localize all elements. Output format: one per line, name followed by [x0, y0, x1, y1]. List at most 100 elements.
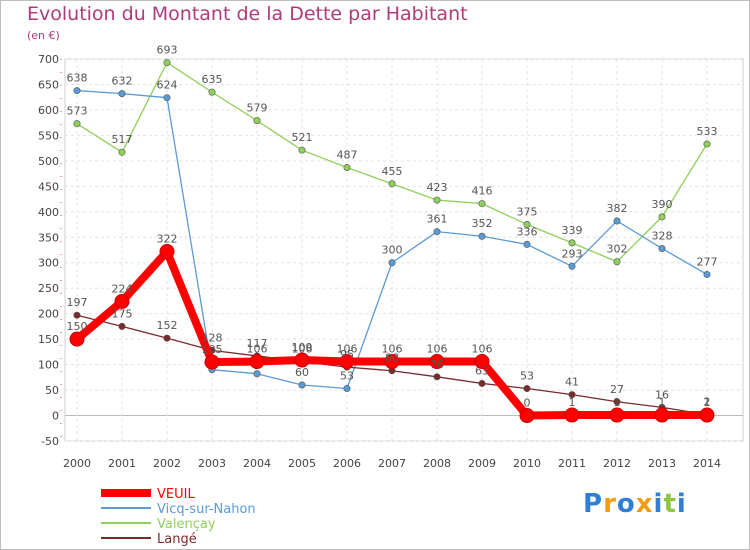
data-label: 693 — [157, 44, 178, 57]
data-label: 336 — [517, 225, 538, 238]
data-label: 1 — [704, 396, 711, 409]
data-label: 88 — [385, 352, 399, 365]
data-label: 1 — [614, 396, 621, 409]
data-label: 106 — [292, 343, 313, 356]
y-tick-label: 150 — [38, 333, 59, 346]
data-label: 375 — [517, 206, 538, 219]
data-label: 328 — [652, 229, 673, 242]
data-label: 302 — [607, 243, 628, 256]
x-tick-label: 2005 — [288, 457, 316, 470]
x-tick-label: 2003 — [198, 457, 226, 470]
data-point — [429, 354, 445, 370]
data-label: 339 — [562, 224, 583, 237]
y-tick-label: 200 — [38, 308, 59, 321]
y-tick-label: 450 — [38, 180, 59, 193]
data-label: 352 — [472, 217, 493, 230]
data-point — [343, 163, 351, 171]
data-point — [613, 398, 621, 406]
data-label: 76 — [430, 358, 444, 371]
data-point — [433, 228, 441, 236]
data-point — [298, 146, 306, 154]
logo-letter: t — [663, 489, 677, 519]
data-point — [114, 293, 130, 309]
data-label: 423 — [427, 181, 448, 194]
data-label: 416 — [472, 185, 493, 198]
y-tick-label: -50 — [41, 435, 59, 448]
x-tick-label: 2013 — [648, 457, 676, 470]
x-tick-label: 2006 — [333, 457, 361, 470]
data-point — [703, 140, 711, 148]
legend-label: Valençay — [157, 517, 216, 532]
x-tick-label: 2009 — [468, 457, 496, 470]
data-point — [568, 262, 576, 270]
data-point — [658, 213, 666, 221]
y-tick-label: 600 — [38, 104, 59, 117]
legend-label: VEUIL — [157, 487, 195, 502]
data-label: 27 — [610, 383, 624, 396]
data-label: 293 — [562, 247, 583, 260]
data-label: 2 — [704, 396, 711, 409]
data-point — [613, 258, 621, 266]
data-point — [163, 94, 171, 102]
data-point — [613, 217, 621, 225]
data-point — [73, 311, 81, 319]
y-tick-label: 350 — [38, 231, 59, 244]
data-label: 579 — [247, 102, 268, 115]
data-point — [73, 120, 81, 128]
data-point — [69, 331, 85, 347]
data-point — [478, 379, 486, 387]
data-point — [478, 200, 486, 208]
data-label: 322 — [157, 233, 178, 246]
data-point — [564, 407, 580, 423]
y-tick-label: 650 — [38, 78, 59, 91]
data-label: 390 — [652, 198, 673, 211]
data-point — [73, 87, 81, 95]
data-point — [654, 407, 670, 423]
data-point — [433, 373, 441, 381]
data-label: 0 — [524, 397, 531, 410]
data-label: 117 — [247, 337, 268, 350]
x-tick-label: 2001 — [108, 457, 136, 470]
data-point — [523, 221, 531, 229]
y-tick-label: 700 — [38, 53, 59, 66]
data-label: 521 — [292, 131, 313, 144]
data-label: 175 — [112, 307, 133, 320]
y-tick-label: 0 — [52, 410, 59, 423]
data-point — [118, 148, 126, 156]
x-tick-label: 2008 — [423, 457, 451, 470]
data-point — [118, 90, 126, 98]
data-label: 105 — [202, 343, 223, 356]
data-point — [523, 240, 531, 248]
data-point — [519, 408, 535, 424]
data-label: 624 — [157, 79, 178, 92]
data-label: 635 — [202, 73, 223, 86]
data-point — [163, 334, 171, 342]
data-label: 632 — [112, 75, 133, 88]
data-point — [478, 232, 486, 240]
data-label: 152 — [157, 319, 178, 332]
logo-letter: P — [583, 489, 604, 519]
data-point — [118, 322, 126, 330]
data-label: 106 — [472, 343, 493, 356]
data-point — [204, 354, 220, 370]
logo-letter: i — [653, 489, 664, 519]
data-point — [159, 244, 175, 260]
data-point — [523, 385, 531, 393]
data-label: 53 — [520, 370, 534, 383]
logo-letter: i — [676, 489, 687, 519]
legend-label: Vicq-sur-Nahon — [157, 502, 256, 517]
data-point — [703, 270, 711, 278]
data-label: 95 — [340, 348, 354, 361]
data-point — [568, 391, 576, 399]
y-tick-label: 500 — [38, 155, 59, 168]
x-tick-label: 2004 — [243, 457, 271, 470]
data-label: 53 — [340, 370, 354, 383]
data-label: 1 — [659, 396, 666, 409]
x-tick-label: 2011 — [558, 457, 586, 470]
data-label: 106 — [382, 343, 403, 356]
x-tick-label: 2002 — [153, 457, 181, 470]
data-point — [253, 370, 261, 378]
data-label: 109 — [292, 341, 313, 354]
data-point — [208, 88, 216, 96]
